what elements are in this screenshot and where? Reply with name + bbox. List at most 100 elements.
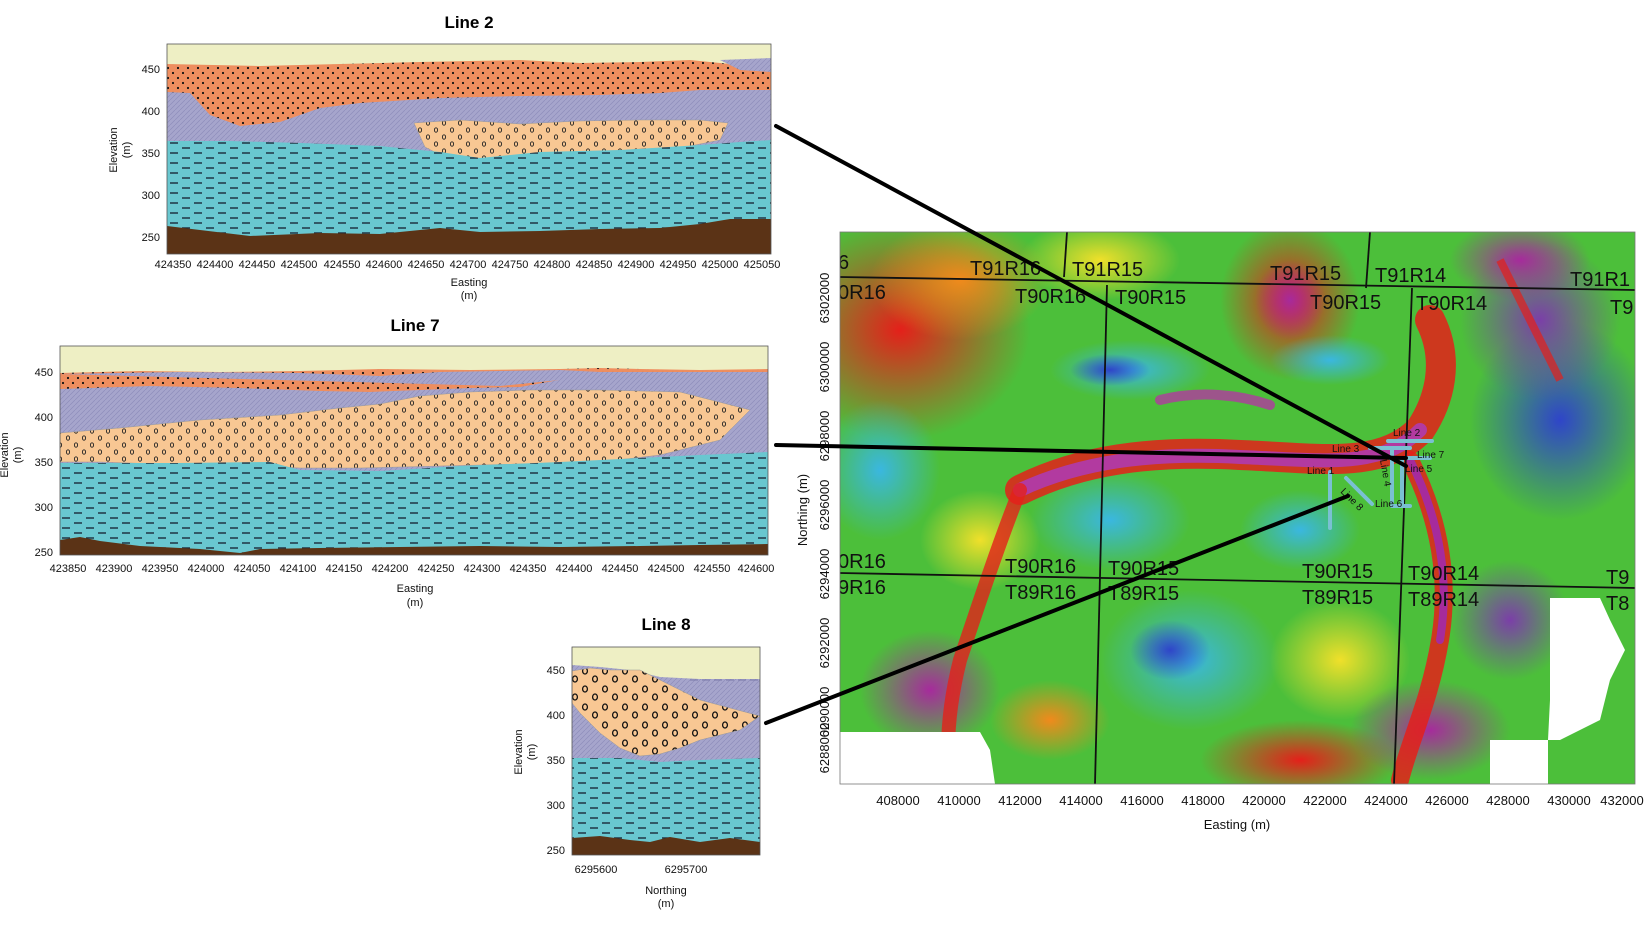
x-tick-label: 412000 <box>998 793 1041 808</box>
section-title: Line 2 <box>444 13 493 32</box>
connector-line-2 <box>774 124 1408 468</box>
svg-text:416000: 416000 <box>1120 793 1163 808</box>
x-axis: 423850 423900 423950 424000 424050 42410… <box>50 563 775 609</box>
x-tick-label: 432000 <box>1600 793 1643 808</box>
x-axis-label: Easting <box>451 277 488 289</box>
svg-text:450: 450 <box>142 64 160 76</box>
svg-text:300: 300 <box>35 502 53 514</box>
anomaly-map: T91R16 T91R15 T91R15 T91R14 T91R1 0R16 T… <box>795 231 1644 832</box>
survey-line-8 <box>1344 476 1374 506</box>
y-tick-label: 250 <box>35 547 53 559</box>
x-tick-label: 423850 <box>50 563 87 575</box>
y-tick-label: 450 <box>547 665 565 677</box>
svg-text:424200: 424200 <box>372 563 409 575</box>
svg-text:6295600: 6295600 <box>575 864 618 876</box>
x-tick-label: 410000 <box>937 793 980 808</box>
svg-text:423900: 423900 <box>96 563 133 575</box>
township-labels: T91R16 T91R15 T91R15 T91R14 T91R1 0R16 T… <box>838 252 1633 615</box>
x-tick-label: 420000 <box>1242 793 1285 808</box>
svg-text:412000: 412000 <box>998 793 1041 808</box>
svg-text:430000: 430000 <box>1547 793 1590 808</box>
svg-text:424750: 424750 <box>492 259 529 271</box>
township-label: 6 <box>838 252 849 274</box>
township-label: 9R16 <box>838 577 886 599</box>
x-axis-unit: (m) <box>407 597 424 609</box>
aquifer-layer <box>572 758 760 855</box>
section-body <box>571 646 761 856</box>
svg-text:6296000: 6296000 <box>817 480 832 531</box>
svg-text:6295700: 6295700 <box>665 864 708 876</box>
x-tick-label: 424450 <box>239 259 276 271</box>
x-tick-label: 424400 <box>197 259 234 271</box>
x-tick-label: 424500 <box>281 259 318 271</box>
x-tick-label: 6295700 <box>665 864 708 876</box>
map-y-axis: 6302000 6300000 6298000 6296000 6294000 … <box>795 273 832 774</box>
bedrock-layer <box>572 836 760 855</box>
y-axis: 450 400 350 300 250 Elevation (m) <box>513 665 565 857</box>
y-tick-label: 350 <box>142 148 160 160</box>
svg-text:424650: 424650 <box>408 259 445 271</box>
x-tick-label: 430000 <box>1547 793 1590 808</box>
x-tick-label: 424200 <box>372 563 409 575</box>
x-tick-label: 424650 <box>408 259 445 271</box>
y-tick-label: 6294000 <box>817 549 832 600</box>
connector-line-7 <box>774 443 1408 460</box>
svg-text:250: 250 <box>35 547 53 559</box>
svg-text:400: 400 <box>142 106 160 118</box>
svg-text:424000: 424000 <box>1364 793 1407 808</box>
x-tick-label: 422000 <box>1303 793 1346 808</box>
township-label: T90R14 <box>1416 293 1487 315</box>
svg-text:424300: 424300 <box>464 563 501 575</box>
svg-text:424600: 424600 <box>738 563 775 575</box>
x-tick-label: 424800 <box>534 259 571 271</box>
gravel-lens <box>571 667 761 757</box>
y-tick-label: 300 <box>35 502 53 514</box>
svg-text:424000: 424000 <box>188 563 225 575</box>
township-label: T9 <box>1610 297 1633 319</box>
x-tick-label: 424350 <box>510 563 547 575</box>
map-y-axis-label: Northing (m) <box>795 474 810 546</box>
y-axis-label: Elevation <box>108 127 120 172</box>
section-line-8: Line 8 450 400 350 300 250 Elevation (m)… <box>513 615 761 910</box>
section-body <box>166 43 772 255</box>
township-label: T91R15 <box>1072 259 1143 281</box>
svg-text:424950: 424950 <box>660 259 697 271</box>
svg-text:424500: 424500 <box>648 563 685 575</box>
section-frame <box>166 43 772 255</box>
svg-text:425000: 425000 <box>702 259 739 271</box>
township-label: T90R15 <box>1302 561 1373 583</box>
svg-text:300: 300 <box>142 190 160 202</box>
x-tick-label: 424100 <box>280 563 317 575</box>
y-axis-label: Elevation <box>513 729 525 774</box>
township-label: T90R16 <box>1005 556 1076 578</box>
map-x-axis-label: Easting (m) <box>1204 817 1270 832</box>
svg-text:422000: 422000 <box>1303 793 1346 808</box>
x-tick-label: 424500 <box>648 563 685 575</box>
survey-line-label: Line 5 <box>1405 464 1433 475</box>
y-tick-label: 300 <box>547 800 565 812</box>
township-label: T90R15 <box>1108 558 1179 580</box>
svg-text:424850: 424850 <box>576 259 613 271</box>
y-axis: 450 400 350 300 250 Elevation (m) <box>0 367 53 559</box>
x-tick-label: 424400 <box>556 563 593 575</box>
x-tick-label: 424700 <box>450 259 487 271</box>
svg-text:6292000: 6292000 <box>817 618 832 669</box>
x-tick-label: 424550 <box>324 259 361 271</box>
x-tick-label: 424850 <box>576 259 613 271</box>
y-tick-label: 350 <box>35 457 53 469</box>
township-label: T90R16 <box>1015 286 1086 308</box>
x-tick-label: 425050 <box>744 259 781 271</box>
svg-text:6300000: 6300000 <box>817 342 832 393</box>
y-tick-label: 300 <box>142 190 160 202</box>
x-axis: 6295600 6295700 Northing (m) <box>575 864 708 910</box>
x-tick-label: 424250 <box>418 563 455 575</box>
y-tick-label: 350 <box>547 755 565 767</box>
survey-line-label: Line 7 <box>1417 450 1445 461</box>
svg-text:424450: 424450 <box>239 259 276 271</box>
x-tick-label: 424000 <box>188 563 225 575</box>
y-tick-label: 6302000 <box>817 273 832 324</box>
x-tick-label: 418000 <box>1181 793 1224 808</box>
svg-text:414000: 414000 <box>1059 793 1102 808</box>
x-tick-label: 424950 <box>660 259 697 271</box>
